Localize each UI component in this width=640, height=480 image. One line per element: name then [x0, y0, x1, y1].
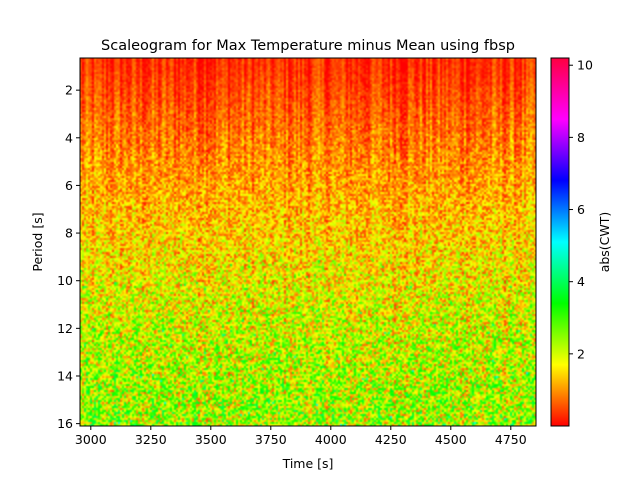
colorbar-tick-label: 6: [577, 202, 585, 217]
x-axis-ticks: 3000 3250 3500 3750 4000 4250 4500 4750: [75, 426, 527, 447]
x-tick-label: 3000: [75, 432, 107, 447]
colorbar-label: abs(CWT): [597, 212, 612, 273]
plot-area: [80, 58, 536, 426]
y-tick-label: 16: [57, 416, 73, 431]
x-tick-label: 4000: [315, 432, 347, 447]
y-axis-ticks: 2 4 6 8 10 12 14 16: [57, 83, 80, 431]
plot-frame: [79, 57, 537, 427]
chart-title: Scaleogram for Max Temperature minus Mea…: [101, 38, 515, 54]
x-axis-label: Time [s]: [282, 456, 334, 471]
colorbar-tick-label: 2: [577, 346, 585, 361]
colorbar-tick-label: 8: [577, 130, 585, 145]
heatmap-image: [80, 58, 536, 426]
y-tick-label: 2: [65, 83, 73, 98]
x-tick-label: 3750: [255, 432, 287, 447]
y-axis-label: Period [s]: [30, 212, 45, 271]
x-tick-label: 3250: [135, 432, 167, 447]
colorbar: [550, 57, 570, 427]
y-tick-label: 6: [65, 178, 73, 193]
colorbar-ticks: 2 4 6 8 10: [569, 58, 593, 361]
y-tick-label: 14: [57, 368, 73, 383]
x-tick-label: 4500: [435, 432, 467, 447]
x-tick-label: 4750: [495, 432, 527, 447]
y-tick-label: 8: [65, 226, 73, 241]
x-tick-label: 4250: [375, 432, 407, 447]
colorbar-tick-label: 4: [577, 274, 585, 289]
x-tick-label: 3500: [195, 432, 227, 447]
y-tick-label: 12: [57, 321, 73, 336]
y-tick-label: 10: [57, 273, 73, 288]
colorbar-tick-label: 10: [577, 58, 593, 73]
y-tick-label: 4: [65, 130, 73, 145]
